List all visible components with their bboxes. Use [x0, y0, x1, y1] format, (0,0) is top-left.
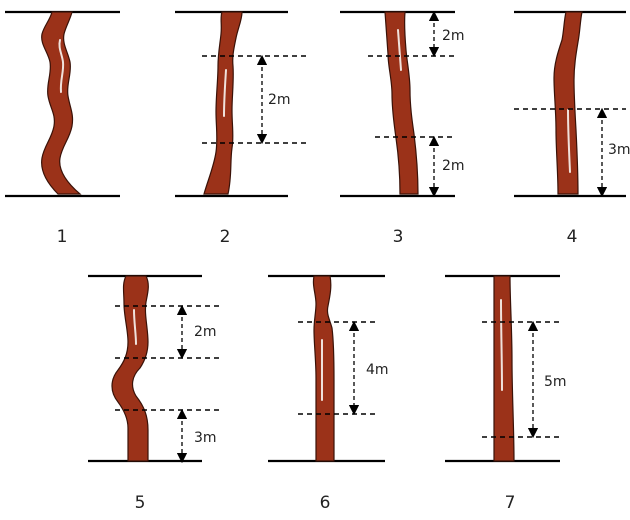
panel-2: 2m 2: [175, 10, 310, 247]
trunk-highlight: [133, 309, 137, 345]
dimension-label: 2m: [268, 92, 291, 108]
panel-label: 1: [57, 227, 68, 247]
panel-label: 2: [220, 227, 231, 247]
dimension-label: 3m: [608, 142, 630, 158]
trunk-shape: [111, 275, 149, 462]
trunk-highlight: [500, 299, 503, 391]
panel-label: 6: [320, 493, 331, 513]
panel-label: 7: [505, 493, 516, 513]
trunk-highlight: [223, 69, 227, 117]
dimension-label: 3m: [194, 430, 217, 446]
panel-4: 3m 4: [514, 10, 630, 247]
panel-label: 3: [393, 227, 404, 247]
panel-3: 2m 2m 3: [340, 10, 465, 247]
panel-label: 4: [567, 227, 578, 247]
trunk-highlight: [58, 39, 65, 93]
dimension-label: 2m: [442, 158, 465, 174]
panel-label: 5: [135, 493, 146, 513]
panel-6: 4m 6: [268, 274, 389, 513]
panel-5: 2m 3m 5: [88, 274, 222, 513]
dimension-label: 2m: [442, 28, 465, 44]
trunk-shape: [41, 11, 82, 195]
trunk-shape: [384, 11, 419, 195]
trunk-highlight: [397, 29, 402, 71]
trunk-shape: [203, 11, 243, 195]
trunk-shape: [312, 275, 335, 462]
dimension-label: 5m: [544, 374, 567, 390]
dimension-label: 4m: [366, 362, 389, 378]
panel-1: 1: [5, 10, 120, 247]
trunk-shape: [493, 275, 515, 462]
panel-7: 5m 7: [445, 274, 567, 513]
dimension-label: 2m: [194, 324, 217, 340]
trunk-highlight: [567, 109, 571, 173]
trunk-shape: [553, 11, 583, 195]
